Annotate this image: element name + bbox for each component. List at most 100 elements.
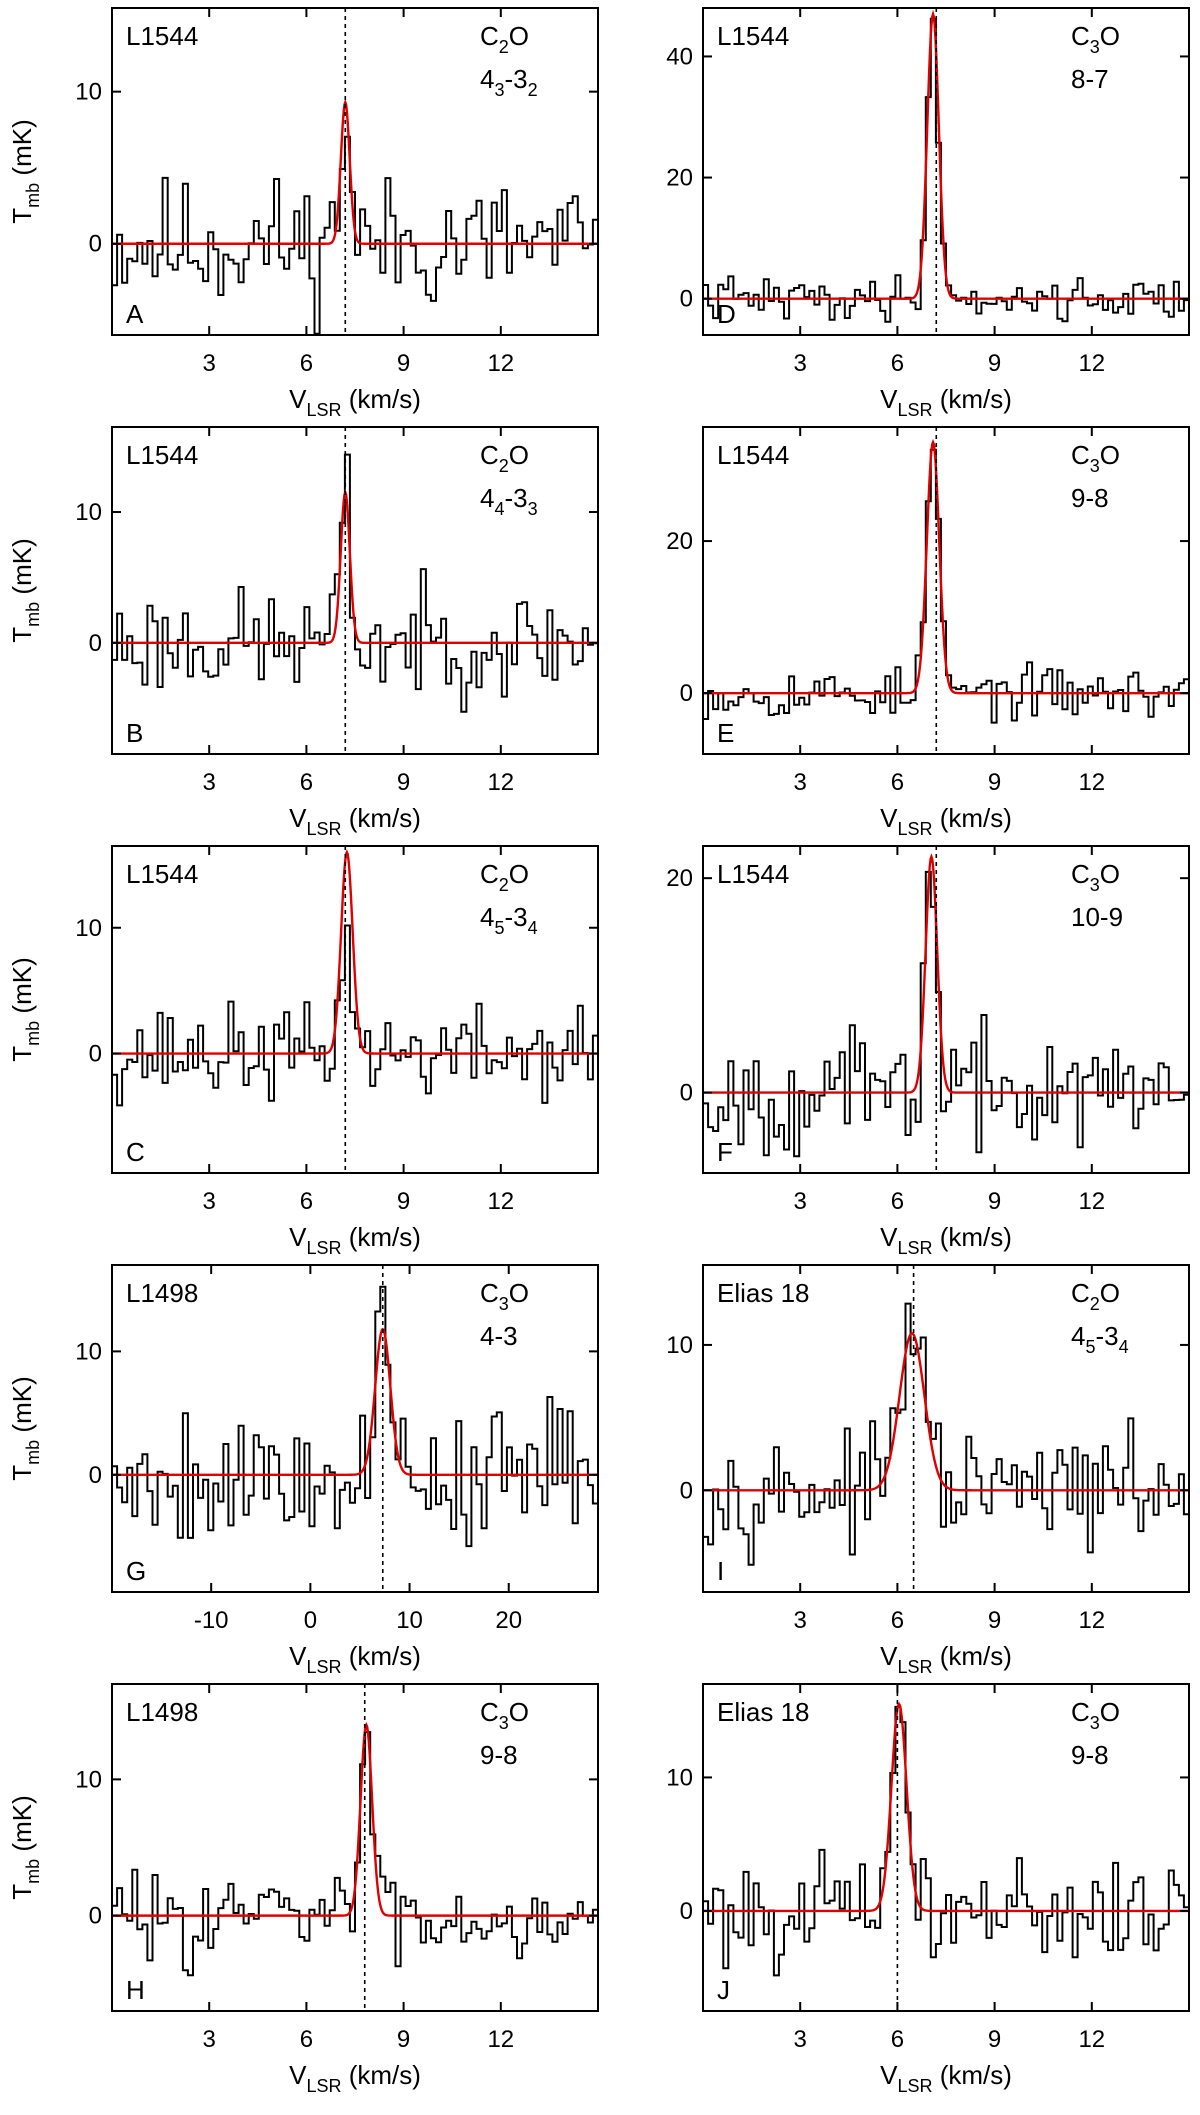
- plot-frame: [702, 7, 1190, 336]
- panel-letter: G: [126, 1556, 146, 1586]
- molecule-label: C3O: [1071, 21, 1120, 57]
- panel-letter: E: [717, 718, 734, 748]
- plot-frame: [111, 845, 599, 1174]
- panel-B: 3 6 9 12 0 10 L1544 C2O 44-33 B VLSR (km/s) Tmb (mK…: [7, 426, 599, 839]
- y-tick-label: 0: [89, 1462, 102, 1489]
- panel-letter: A: [126, 299, 144, 329]
- panel-D: 3 6 9 12 0 20 40 L1544 C3O 8-7 D VLSR (km/s): [666, 7, 1190, 420]
- panel-letter: C: [126, 1137, 145, 1167]
- y-tick-label: 0: [680, 1477, 693, 1504]
- molecule-label: C3O: [1071, 440, 1120, 476]
- source-label: L1544: [717, 21, 789, 51]
- y-tick-label: 10: [75, 499, 102, 526]
- y-axis-label: Tmb (mK): [7, 1795, 43, 1899]
- x-tick-label: 12: [487, 769, 514, 796]
- x-tick-label: 6: [891, 350, 904, 377]
- x-tick-label: 9: [397, 2026, 410, 2053]
- spectrum-histogram: [703, 870, 1189, 1158]
- x-tick-label: 12: [1078, 769, 1105, 796]
- source-label: L1544: [126, 21, 198, 51]
- y-axis-label: Tmb (mK): [7, 1376, 43, 1480]
- y-tick-label: 0: [680, 680, 693, 707]
- x-axis-label: VLSR (km/s): [289, 803, 421, 839]
- y-tick-label: 0: [680, 1898, 693, 1925]
- source-label: L1544: [126, 440, 198, 470]
- transition-label: 44-33: [480, 483, 538, 519]
- y-tick-label: 40: [666, 43, 693, 70]
- molecule-label: C3O: [480, 1697, 529, 1733]
- x-tick-label: 6: [891, 2026, 904, 2053]
- molecule-label: C3O: [1071, 1697, 1120, 1733]
- gaussian-fit-line: [703, 1701, 1189, 1913]
- panel-A: 3 6 9 12 0 10 L1544 C2O 43-32 A VLSR (km/s) Tmb (mK…: [7, 7, 599, 420]
- x-axis-label: VLSR (km/s): [880, 1222, 1012, 1258]
- plot-frame: [111, 426, 599, 755]
- x-tick-label: 9: [988, 1188, 1001, 1215]
- x-tick-label: -10: [194, 1607, 229, 1634]
- gaussian-fit-line: [112, 1327, 598, 1476]
- transition-label: 43-32: [480, 64, 538, 100]
- x-axis-label: VLSR (km/s): [289, 1222, 421, 1258]
- y-tick-label: 10: [666, 1332, 693, 1359]
- gaussian-fit-line: [112, 1721, 598, 1917]
- panel-F: 3 6 9 12 0 20 L1544 C3O 10-9 F VLSR (km/s): [666, 845, 1190, 1258]
- molecule-label: C3O: [480, 1278, 529, 1314]
- spectrum-histogram: [703, 1705, 1189, 1977]
- x-tick-label: 6: [300, 350, 313, 377]
- x-tick-label: 9: [988, 2026, 1001, 2053]
- x-tick-label: 9: [397, 769, 410, 796]
- plot-frame: [111, 1264, 599, 1593]
- y-tick-label: 0: [89, 630, 102, 657]
- y-tick-label: 10: [75, 79, 102, 106]
- gaussian-fit-line: [703, 853, 1189, 1094]
- y-axis-label: Tmb (mK): [7, 119, 43, 223]
- gaussian-fit-line: [112, 98, 598, 245]
- transition-label: 45-34: [1071, 1321, 1129, 1357]
- source-label: Elias 18: [717, 1697, 810, 1727]
- gaussian-fit-line: [112, 488, 598, 645]
- x-tick-label: 6: [300, 2026, 313, 2053]
- x-tick-label: 12: [487, 350, 514, 377]
- panel-E: 3 6 9 12 0 20 L1544 C3O 9-8 E VLSR (km/s): [666, 426, 1190, 839]
- x-axis-label: VLSR (km/s): [880, 384, 1012, 420]
- plot-frame: [702, 845, 1190, 1174]
- x-tick-label: 3: [203, 2026, 216, 2053]
- y-tick-label: 0: [89, 1903, 102, 1930]
- y-tick-label: 10: [75, 1338, 102, 1365]
- x-tick-label: 20: [495, 1607, 522, 1634]
- x-tick-label: 6: [891, 769, 904, 796]
- spectrum-histogram: [112, 1731, 598, 1977]
- panel-I: 3 6 9 12 0 10 Elias 18 C2O 45-34 I VLSR (km/s): [666, 1264, 1190, 1677]
- y-axis-label: Tmb (mK): [7, 957, 43, 1061]
- plot-frame: [111, 7, 599, 336]
- transition-label: 10-9: [1071, 902, 1123, 932]
- molecule-label: C2O: [480, 440, 529, 476]
- x-axis-label: VLSR (km/s): [289, 1641, 421, 1677]
- x-tick-label: 3: [794, 1607, 807, 1634]
- panel-J: 3 6 9 12 0 10 Elias 18 C3O 9-8 J VLSR (km/s): [666, 1683, 1190, 2096]
- gaussian-fit-line: [703, 438, 1189, 695]
- y-tick-label: 0: [89, 231, 102, 258]
- panel-letter: B: [126, 718, 143, 748]
- transition-label: 8-7: [1071, 64, 1109, 94]
- panel-H: 3 6 9 12 0 10 L1498 C3O 9-8 H VLSR (km/s) Tmb (mK): [7, 1683, 599, 2096]
- y-tick-label: 10: [75, 1766, 102, 1793]
- source-label: Elias 18: [717, 1278, 810, 1308]
- plot-frame: [702, 426, 1190, 755]
- molecule-label: C2O: [480, 21, 529, 57]
- x-tick-label: 12: [487, 1188, 514, 1215]
- molecule-label: C2O: [1071, 1278, 1120, 1314]
- source-label: L1498: [126, 1278, 198, 1308]
- x-tick-label: 0: [304, 1607, 317, 1634]
- x-tick-label: 9: [988, 1607, 1001, 1634]
- x-tick-label: 9: [988, 350, 1001, 377]
- x-tick-label: 12: [1078, 1188, 1105, 1215]
- gaussian-fit-line: [703, 1332, 1189, 1492]
- plot-frame: [702, 1264, 1190, 1593]
- panel-letter: F: [717, 1137, 733, 1167]
- x-tick-label: 6: [891, 1607, 904, 1634]
- y-tick-label: 20: [666, 528, 693, 555]
- x-tick-label: 9: [397, 1188, 410, 1215]
- x-tick-label: 6: [891, 1188, 904, 1215]
